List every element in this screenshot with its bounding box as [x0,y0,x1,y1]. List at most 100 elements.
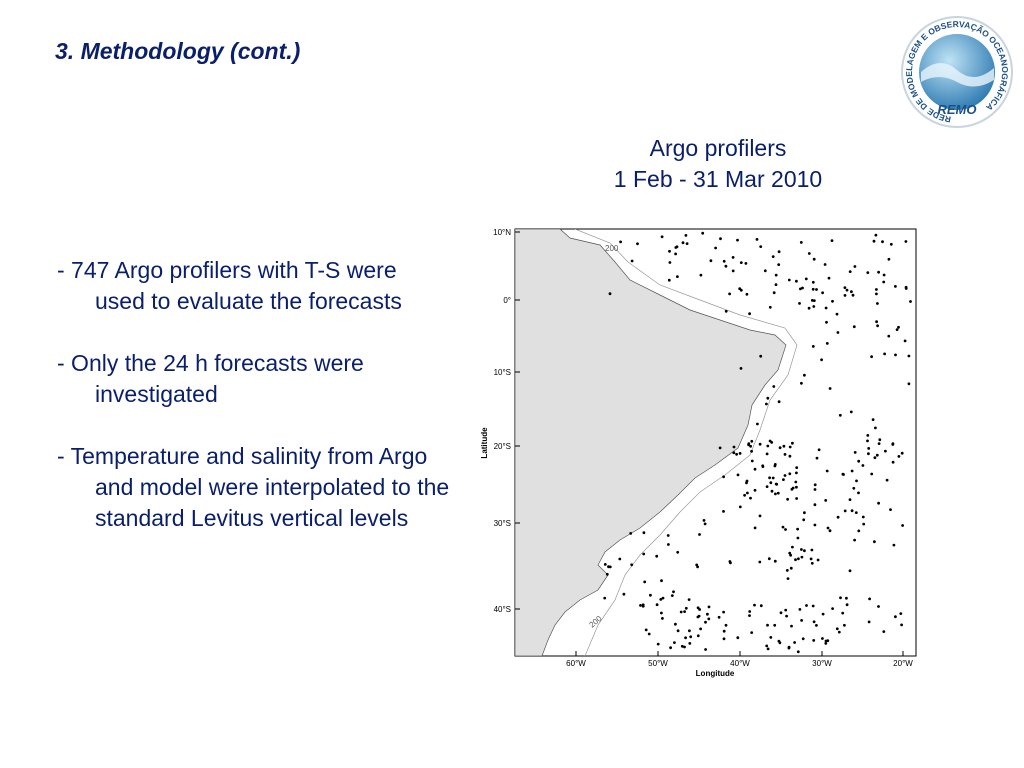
profile-dot [877,605,880,608]
profile-dot [769,481,773,485]
profile-dot [660,611,663,615]
profile-dot [787,646,791,650]
profile-dot [642,531,646,535]
profile-dot [788,445,792,449]
profile-dot [707,617,711,621]
profile-dot [758,514,762,518]
figure-title-line: Argo profilers [649,135,787,161]
profile-dot [800,548,803,551]
profile-dot [756,422,759,426]
profile-dot [824,642,828,645]
profile-dot [755,238,759,241]
profile-dot [828,387,832,390]
y-tick-label: 20°S [494,442,511,451]
profile-dot [845,603,849,607]
profile-dot [707,605,711,609]
profile-dot [629,532,633,535]
profile-dot [791,545,794,549]
profile-dot [891,443,895,446]
profile-dot [841,611,845,615]
profile-dot [643,580,647,584]
axis-ticks: 60°W 50°W 40°W 30°W 20°W 10°N 0° 10°S 20°S 30°S 40… [493,228,913,668]
profile-dot [774,482,778,486]
profile-dot [807,252,811,255]
profile-dot [892,543,896,547]
profile-dot [656,642,660,646]
profile-dot [811,345,815,348]
profile-dot [736,238,739,242]
profile-dot [810,548,814,552]
profile-dot [668,249,671,253]
profile-dot [795,471,798,475]
profile-dot [788,454,792,458]
logo-wave [921,62,994,87]
profile-dot [855,479,858,483]
profile-dot [732,451,736,455]
profile-dot [843,294,847,297]
profile-dot [766,444,770,448]
profile-dot [655,554,659,558]
profile-dot [719,237,722,241]
profile-dot [778,446,782,450]
profile-dot [745,481,748,485]
profile-dot [825,320,828,324]
profile-dot [722,637,726,641]
profile-dot [676,275,679,278]
profile-dot [813,503,817,507]
profile-dot [804,277,808,281]
profile-dot [697,614,701,618]
profile-dot [688,642,692,645]
profile-dot [812,639,816,642]
profile-dot [731,256,735,259]
profile-dot [820,358,823,362]
profile-dot [861,464,865,467]
profile-dot [777,400,781,404]
profile-dot [688,629,691,633]
profile-dot [683,645,686,649]
profile-dot [894,353,897,357]
bullet: - Only the 24 h forecasts were investiga… [57,350,364,407]
profile-dot [766,623,769,627]
logo-name: REMO [938,102,977,117]
profile-dot [649,593,652,597]
profile-dot [854,511,858,514]
profile-dot [655,603,659,607]
profile-dot [904,240,908,243]
profile-dot [815,456,819,460]
figure-title: Argo profilers 1 Feb - 31 Mar 2010 [568,133,868,195]
profile-dot [850,469,854,473]
profile-dot [875,453,879,457]
profile-dot [696,565,699,569]
y-tick-label: 10°S [494,368,511,377]
profile-dot [724,309,728,313]
profile-dot [831,607,834,610]
profile-dot [853,265,857,268]
profile-dot [706,612,709,616]
profile-dot [774,492,777,496]
profile-dot [801,286,804,290]
profile-dot [899,612,903,615]
profile-dot [800,381,803,385]
profile-dot [777,639,781,643]
profile-dot [836,515,840,519]
profile-dot [674,246,678,249]
profile-dot [873,540,876,544]
profile-dot [824,306,828,310]
profile-dot [718,446,722,450]
profile-dot [681,241,685,245]
profile-dot [735,452,738,456]
profile-dot [897,455,901,458]
profile-dot [765,485,769,488]
y-tick-label: 40°S [494,605,511,614]
profile-dot [739,367,743,370]
profile-dot [875,292,878,296]
profile-dot [773,623,777,627]
profile-dot [838,413,842,417]
profile-dot [800,555,804,559]
profile-dot [670,594,674,597]
profile-dot [810,561,814,565]
profile-dot [866,271,870,274]
profile-dot [824,499,828,502]
profile-dot [894,285,897,288]
profile-dot [835,627,839,631]
